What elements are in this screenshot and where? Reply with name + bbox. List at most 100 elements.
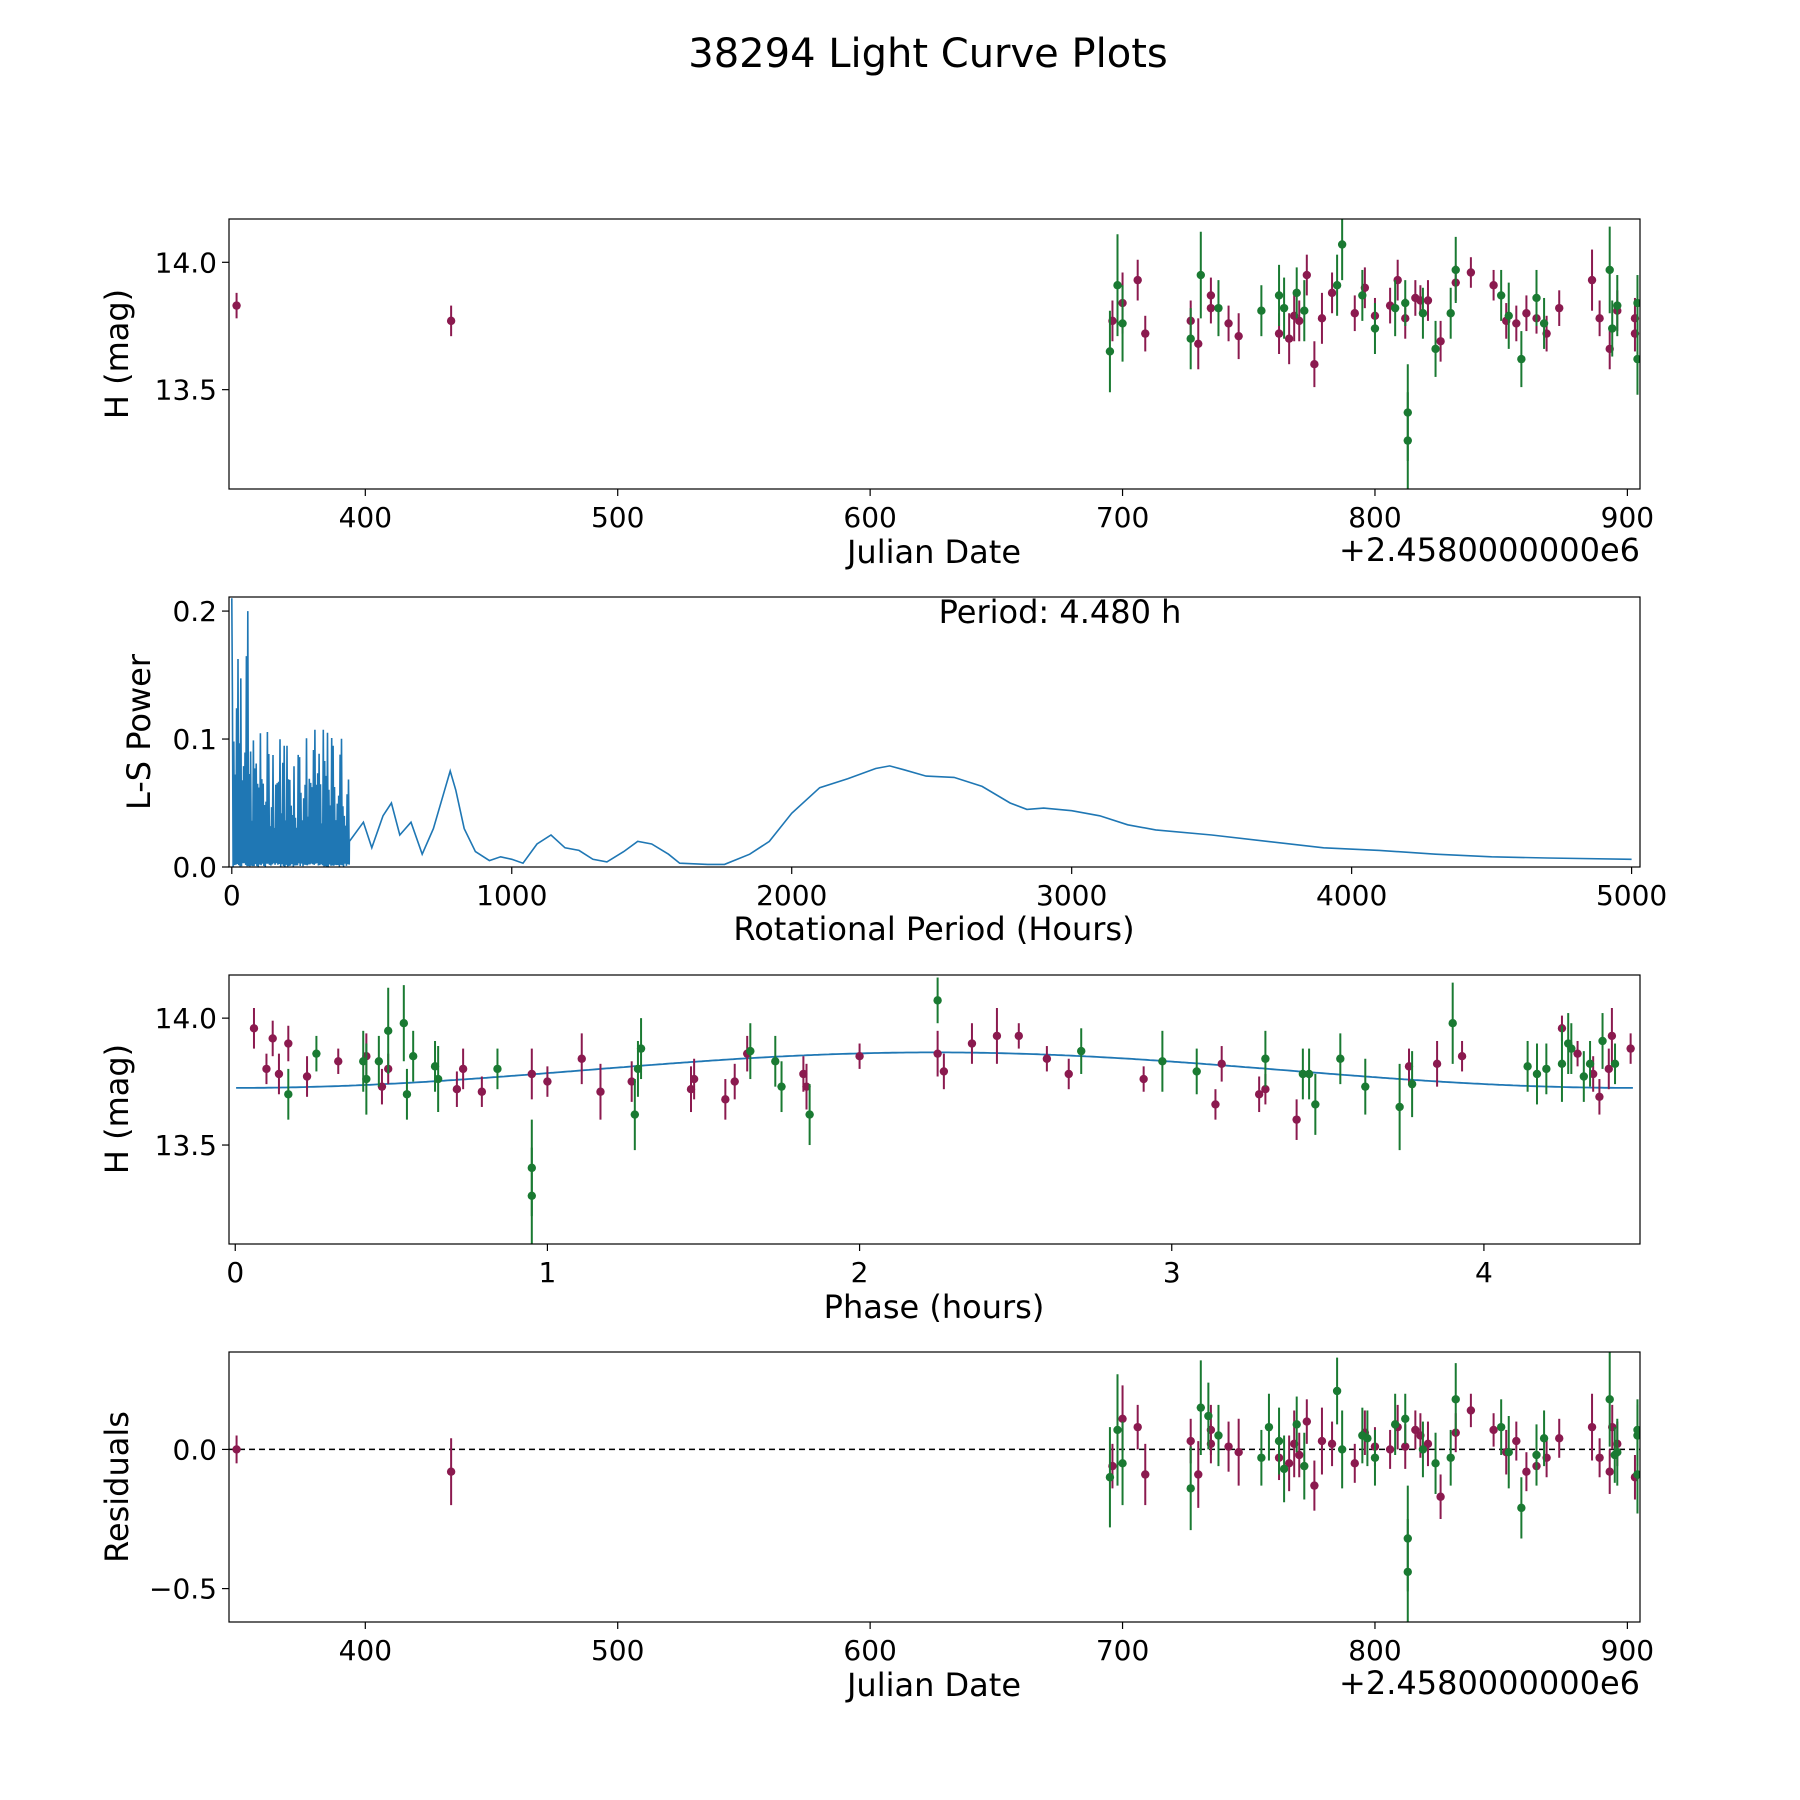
- data-point: [730, 1077, 739, 1086]
- data-point: [1432, 1059, 1442, 1069]
- data-point: [1279, 303, 1289, 313]
- data-point: [1304, 1069, 1314, 1079]
- data-point: [377, 1082, 387, 1091]
- phased-ylabel: H (mag): [98, 1044, 136, 1174]
- residuals-series-band-1: [232, 1385, 1640, 1520]
- periodogram-panel: 0 1000 2000 3000 4000 5000 0.0 0.1 0.2 Period: 4…: [120, 593, 1667, 948]
- data-point: [1264, 1422, 1274, 1432]
- data-point: [633, 1064, 643, 1074]
- data-point: [777, 1082, 786, 1091]
- data-point: [1211, 1100, 1220, 1109]
- periodogram-xtick-label: 2000: [756, 879, 827, 912]
- data-point: [1403, 1567, 1412, 1577]
- residuals-xlabel: Julian Date: [845, 1666, 1021, 1704]
- data-point: [721, 1095, 730, 1104]
- periodogram-xtick-label: 5000: [1596, 879, 1667, 912]
- data-point: [1204, 1411, 1213, 1421]
- data-point: [1489, 1425, 1498, 1435]
- data-point: [1595, 1453, 1604, 1462]
- data-point: [1539, 319, 1549, 328]
- data-point: [1605, 1395, 1614, 1404]
- data-point: [452, 1084, 462, 1094]
- data-point: [1257, 306, 1266, 315]
- residuals-panel: 400 500 600 700 800 900 −0.5 0.0 Julian Date +2…: [98, 1351, 1654, 1704]
- figure-title: 38294 Light Curve Plots: [688, 31, 1167, 77]
- model-fit-curve: [236, 1051, 1633, 1089]
- phased-plot-area: [236, 977, 1635, 1244]
- data-point: [1311, 1100, 1320, 1109]
- periodogram-ylabel: L-S Power: [120, 653, 158, 810]
- data-point: [630, 1110, 640, 1119]
- residuals-offset-text: +2.4580000000e6: [1339, 1664, 1640, 1702]
- data-point: [1196, 270, 1205, 280]
- data-point: [799, 1069, 808, 1079]
- phased-xtick-label: 1: [538, 1256, 556, 1289]
- data-point: [1522, 1467, 1531, 1476]
- residuals-xtick-label: 400: [339, 1634, 392, 1667]
- data-point: [1504, 311, 1513, 320]
- data-point: [1139, 1074, 1148, 1084]
- data-point: [1292, 288, 1301, 298]
- data-point: [1517, 1503, 1526, 1513]
- phased-frame: [228, 974, 1641, 1245]
- data-point: [1587, 1422, 1597, 1432]
- data-point: [1431, 344, 1440, 354]
- data-point: [1517, 354, 1526, 364]
- data-point: [1539, 1434, 1549, 1443]
- data-point: [686, 1084, 696, 1094]
- residuals-ticks: 400 500 600 700 800 900 −0.5 0.0: [149, 1433, 1654, 1667]
- data-point: [359, 1057, 368, 1066]
- lightcurve-xtick-label: 500: [591, 501, 644, 534]
- data-point: [458, 1064, 468, 1074]
- data-point: [1295, 316, 1304, 326]
- data-point: [577, 1054, 586, 1063]
- data-point: [1573, 1049, 1582, 1058]
- data-point: [1254, 1090, 1264, 1099]
- data-point: [1332, 281, 1342, 290]
- data-point: [1370, 1453, 1380, 1462]
- data-point: [1633, 298, 1640, 308]
- data-point: [1407, 1079, 1417, 1089]
- periodogram-xtick-label: 3000: [1036, 879, 1107, 912]
- lightcurve-frame: [228, 218, 1641, 490]
- data-point: [1436, 1492, 1445, 1501]
- data-point: [1217, 1059, 1226, 1069]
- data-point: [1317, 314, 1327, 323]
- lightcurve-ytick-label: 14.0: [155, 246, 217, 279]
- data-point: [1489, 281, 1498, 290]
- periodogram-ytick-label: 0.2: [172, 595, 217, 628]
- data-point: [1532, 1069, 1542, 1079]
- data-point: [384, 1026, 393, 1036]
- data-point: [802, 1082, 811, 1091]
- residuals-frame: [228, 1351, 1641, 1623]
- data-point: [1423, 1439, 1433, 1449]
- data-point: [1310, 359, 1319, 369]
- data-point: [1118, 319, 1127, 328]
- data-point: [1141, 1470, 1150, 1479]
- data-point: [1186, 1484, 1195, 1493]
- data-point: [1523, 1062, 1532, 1071]
- data-point: [1451, 1395, 1460, 1404]
- data-point: [1579, 1072, 1589, 1081]
- data-point: [1411, 1425, 1420, 1435]
- data-point: [1522, 309, 1531, 318]
- residuals-xtick-label: 800: [1348, 1634, 1401, 1667]
- data-point: [1350, 1459, 1359, 1468]
- data-point: [1633, 1470, 1640, 1479]
- lightcurve-xtick-label: 900: [1601, 501, 1654, 534]
- data-point: [1113, 281, 1122, 290]
- data-point: [1113, 1425, 1122, 1435]
- data-point: [268, 1034, 277, 1043]
- lightcurve-ytick-label: 13.5: [155, 374, 217, 407]
- data-point: [1327, 288, 1337, 298]
- data-point: [399, 1019, 409, 1028]
- data-point: [302, 1072, 312, 1081]
- data-point: [1613, 301, 1622, 310]
- residuals-xtick-label: 500: [591, 1634, 644, 1667]
- data-point: [1292, 1420, 1301, 1429]
- data-point: [284, 1090, 293, 1099]
- data-point: [1292, 1115, 1301, 1124]
- data-point: [1358, 291, 1367, 300]
- data-point: [362, 1074, 371, 1084]
- residuals-ytick-label: 0.0: [172, 1433, 217, 1466]
